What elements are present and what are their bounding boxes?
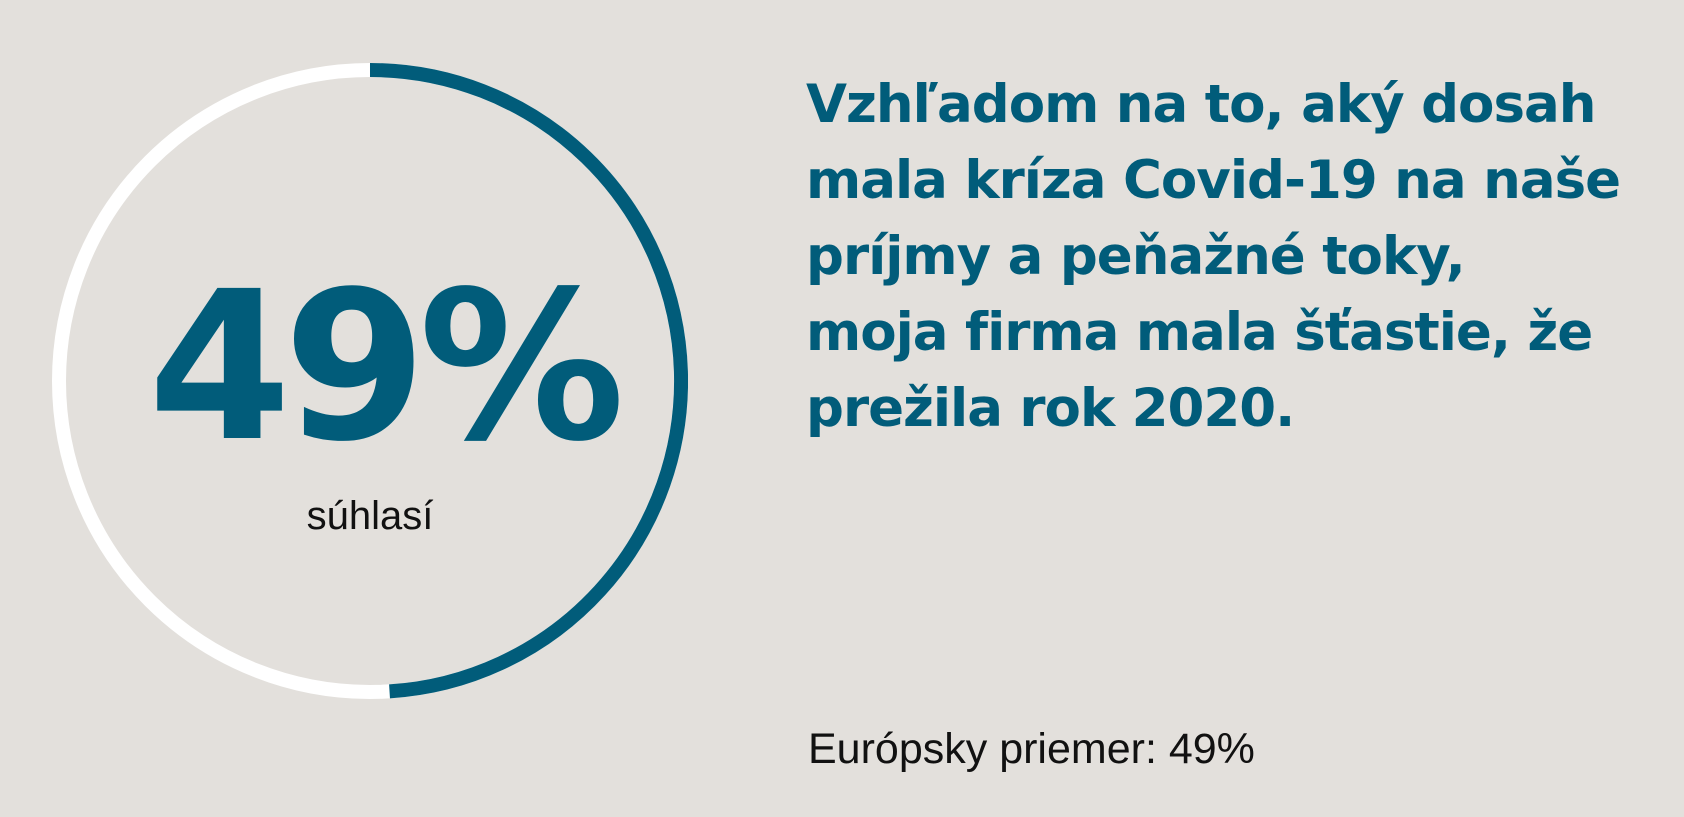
- statement-line: prežila rok 2020.: [806, 378, 1295, 439]
- european-average: Európsky priemer: 49%: [808, 725, 1255, 773]
- statement-line: Vzhľadom na to, aký dosah: [806, 74, 1596, 135]
- donut-svg: [52, 63, 688, 699]
- statement-line: mala kríza Covid-19 na naše: [806, 150, 1621, 211]
- survey-statement: Vzhľadom na to, aký dosah mala kríza Cov…: [806, 67, 1656, 447]
- donut-value-arc: [369, 63, 688, 699]
- percentage-value: 49%: [148, 247, 625, 487]
- donut-chart: [52, 63, 688, 699]
- statement-line: moja firma mala šťastie, že: [806, 302, 1593, 363]
- statement-line: príjmy a peňažné toky,: [806, 226, 1466, 287]
- percentage-label: súhlasí: [306, 494, 434, 538]
